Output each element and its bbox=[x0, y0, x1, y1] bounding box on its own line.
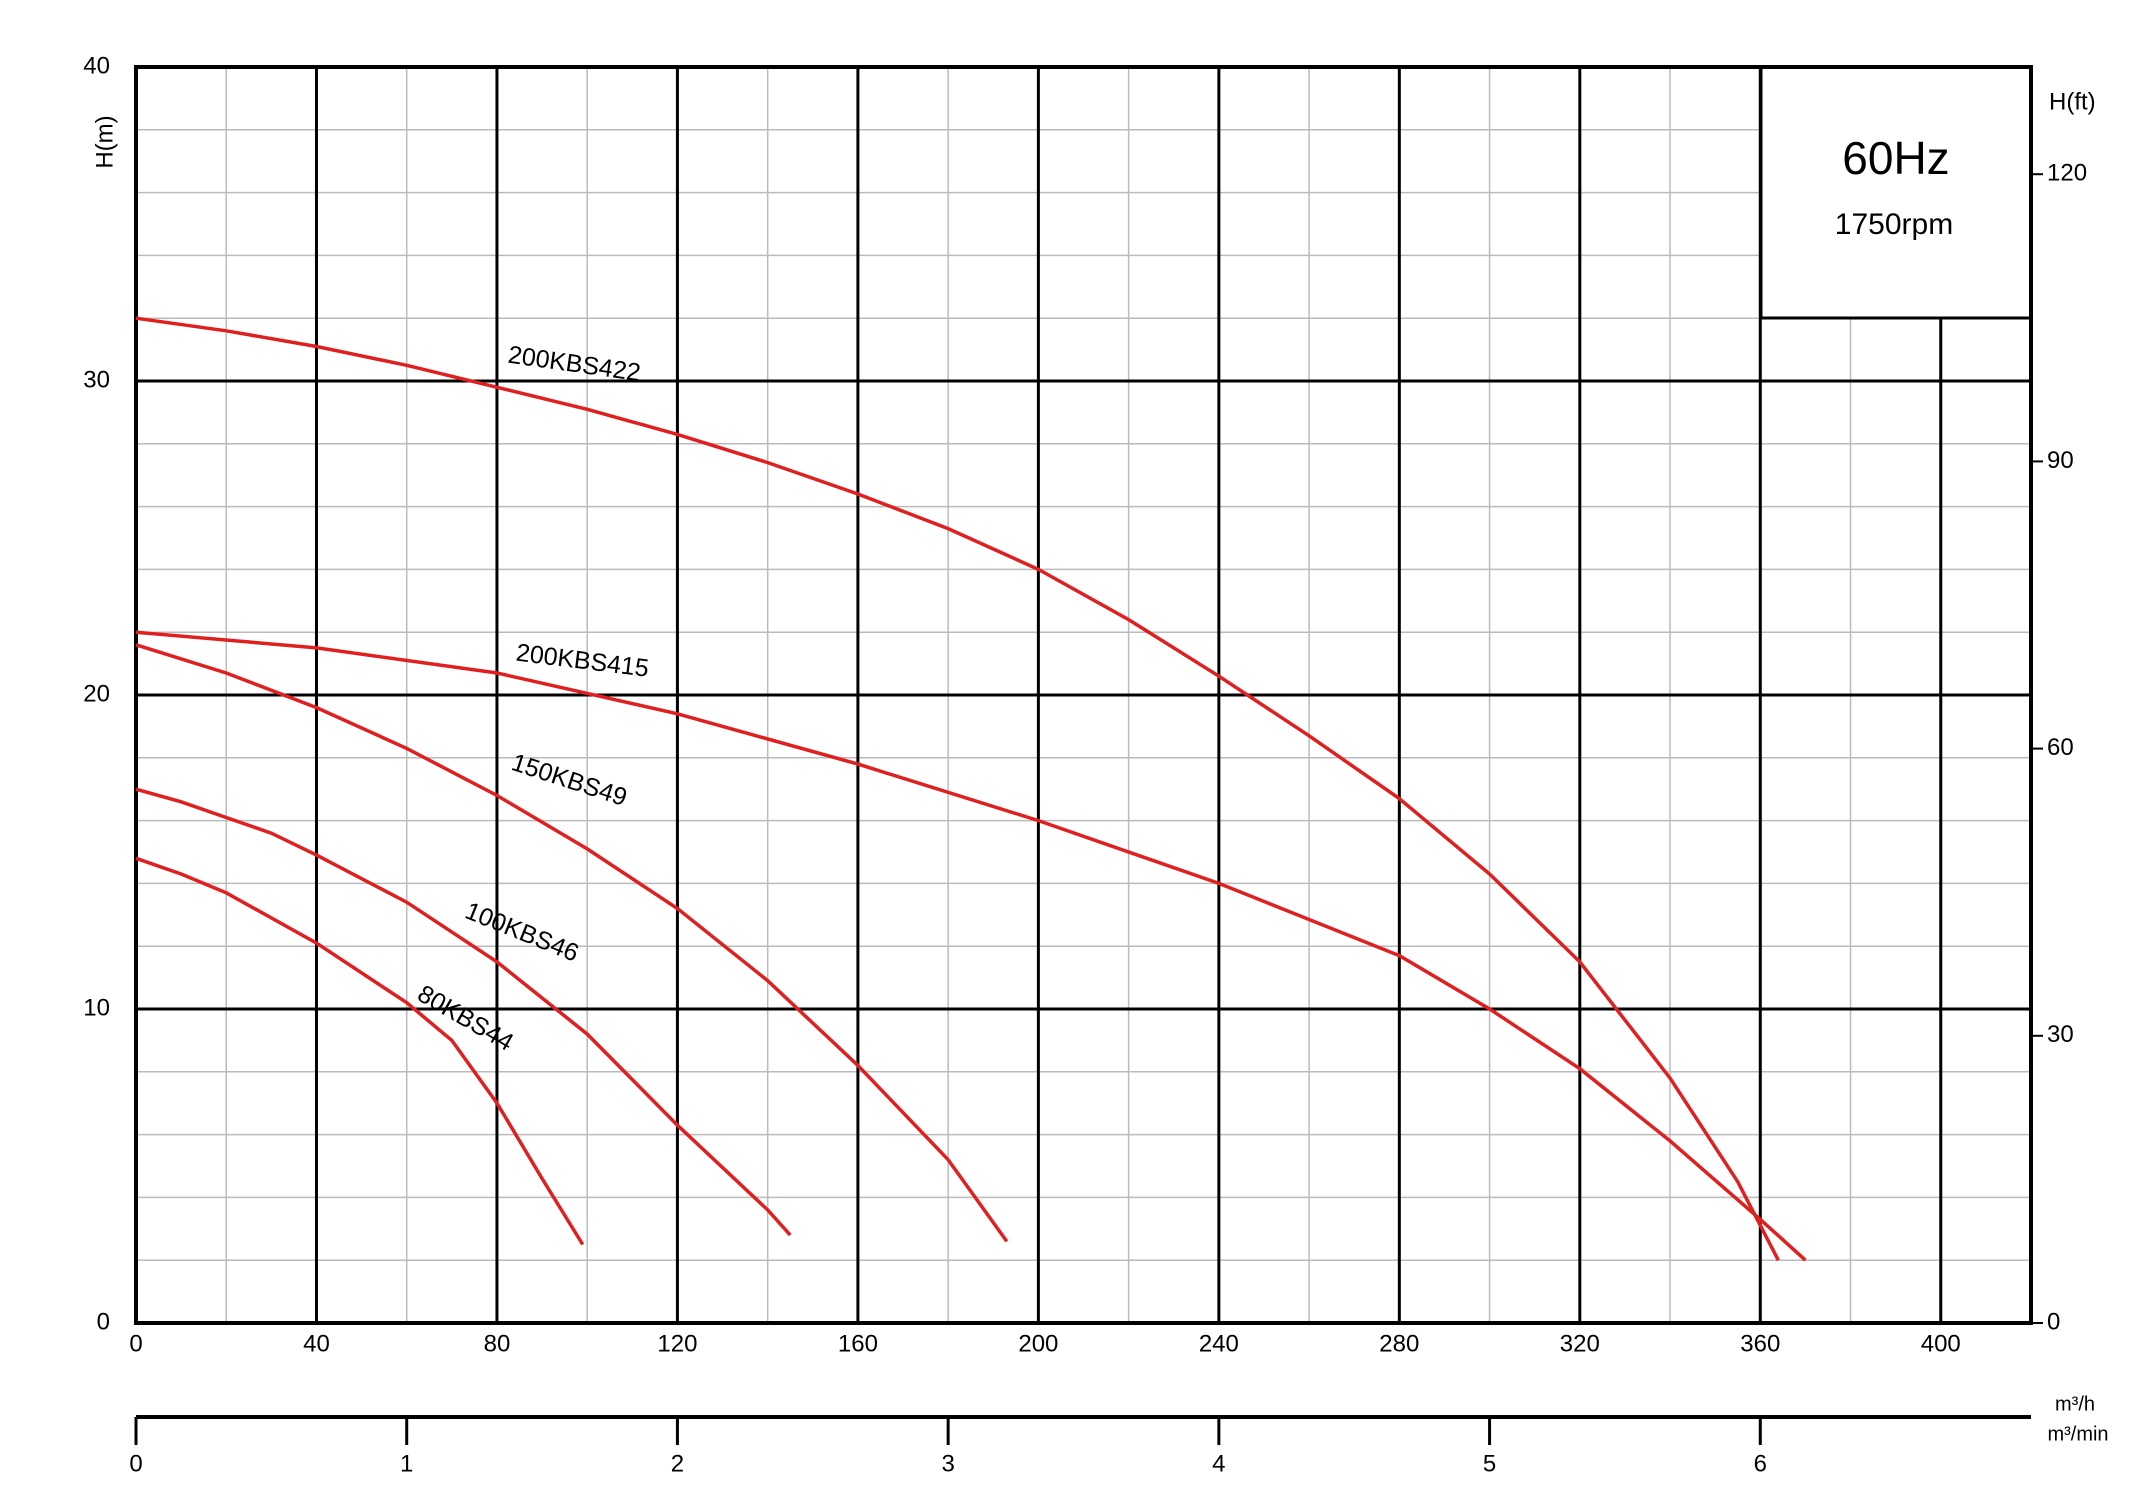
curve bbox=[135, 630, 1807, 1262]
x-tick-label: 240 bbox=[1199, 1330, 1239, 1357]
x2-tick-label: 4 bbox=[1212, 1450, 1225, 1477]
y-tick-label: 40 bbox=[83, 52, 110, 79]
info-box bbox=[1759, 65, 2033, 320]
curve bbox=[135, 316, 1780, 1262]
curve bbox=[135, 787, 792, 1237]
x-tick-label: 280 bbox=[1379, 1330, 1419, 1357]
y-tick-label: 20 bbox=[83, 680, 110, 707]
x2-tick-label: 3 bbox=[941, 1450, 954, 1477]
x-tick-label: 120 bbox=[657, 1330, 697, 1357]
x-tick-label: 400 bbox=[1921, 1330, 1961, 1357]
x-axis-title: m³/h bbox=[2055, 1393, 2095, 1415]
x2-tick-label: 2 bbox=[671, 1450, 684, 1477]
y-tick-label: 10 bbox=[83, 994, 110, 1021]
x2-tick-label: 6 bbox=[1754, 1450, 1767, 1477]
x-tick-label: 80 bbox=[484, 1330, 511, 1357]
y-tick-label: 0 bbox=[97, 1308, 110, 1335]
x2-tick-label: 0 bbox=[129, 1450, 142, 1477]
x2-tick-label: 5 bbox=[1483, 1450, 1496, 1477]
x-tick-label: 160 bbox=[838, 1330, 878, 1357]
box-subtitle: 1750rpm bbox=[1835, 208, 1953, 241]
y-tick-label: 30 bbox=[83, 366, 110, 393]
y2-tick-label: 30 bbox=[2047, 1021, 2074, 1048]
x2-tick-label: 1 bbox=[400, 1450, 413, 1477]
x-tick-label: 360 bbox=[1740, 1330, 1780, 1357]
plot-frame bbox=[134, 65, 2033, 1325]
y2-tick-label: 120 bbox=[2047, 160, 2087, 187]
y2-axis-title: H(ft) bbox=[2049, 88, 2096, 115]
y-axis-title: H(m) bbox=[91, 115, 118, 168]
x-tick-label: 320 bbox=[1560, 1330, 1600, 1357]
x-tick-label: 40 bbox=[303, 1330, 330, 1357]
y2-tick-label: 0 bbox=[2047, 1308, 2060, 1335]
curve bbox=[135, 643, 1009, 1243]
box-title: 60Hz bbox=[1842, 132, 1949, 184]
x-tick-label: 200 bbox=[1018, 1330, 1058, 1357]
x-tick-label: 0 bbox=[129, 1330, 142, 1357]
curve bbox=[135, 856, 585, 1246]
y2-tick-label: 60 bbox=[2047, 734, 2074, 761]
x2-axis-title: m³/min bbox=[2047, 1423, 2108, 1445]
y2-tick-label: 90 bbox=[2047, 447, 2074, 474]
